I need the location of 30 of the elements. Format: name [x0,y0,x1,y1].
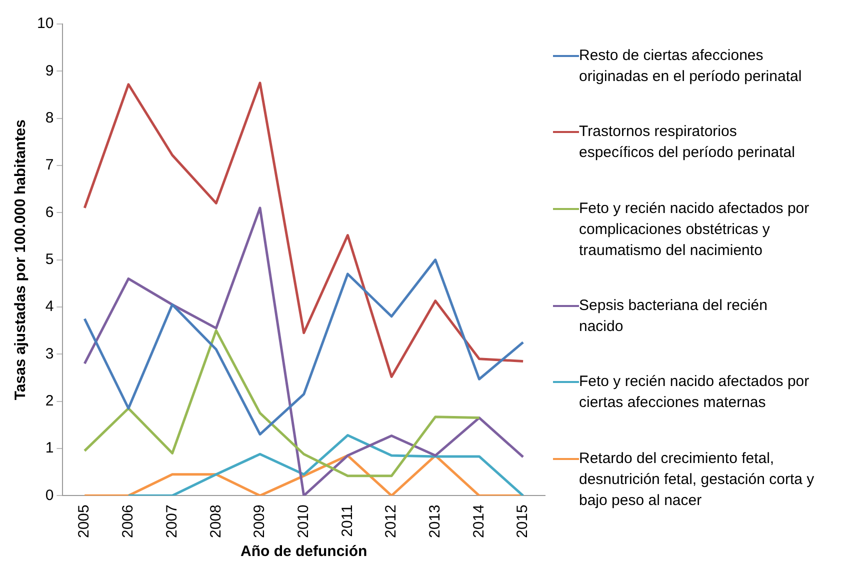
x-tick-label: 2006 [120,504,137,538]
y-tick-label: 0 [45,486,54,504]
x-tick-label: 2011 [338,504,356,537]
y-tick-label: 5 [45,250,54,268]
legend-label: Retardo del crecimiento fetal, desnutrición fetal, gestación corta y bajo peso al nacer [579,448,815,511]
y-tick-label: 10 [36,15,54,32]
legend-label: Resto de ciertas afecciones originadas en el período perinatal [579,46,803,88]
x-tick-label: 2008 [207,504,224,538]
x-tick-label: 2012 [382,504,400,538]
x-tick-label: 2009 [251,504,268,538]
legend-label: Feto y recién nacido afectados por complicaciones obstétricas y traumatismo del nacimiento [579,198,810,261]
x-tick-label: 2010 [294,504,312,538]
legend-label: Sepsis bacteriana del recién nacido [579,296,768,338]
y-tick-label: 8 [45,109,54,126]
x-axis-title: Año de defunción [240,543,368,560]
legend-label: Feto y recién nacido afectados por ciertas afecciones maternas [579,372,810,414]
y-tick-label: 4 [45,298,54,316]
x-tick-label: 2007 [163,504,180,538]
y-axis-title: Tasas ajustadas por 100.000 habitantes [12,119,30,400]
y-tick-label: 1 [45,440,54,457]
y-tick-label: 7 [45,156,54,174]
x-tick-label: 2005 [76,504,93,538]
y-tick-label: 9 [45,62,54,80]
x-tick-label: 2015 [514,504,532,538]
x-tick-label: 2014 [470,504,488,538]
legend-label: Trastornos respiratorios específicos del período perinatal [579,122,796,164]
y-tick-label: 6 [45,204,54,221]
x-tick-label: 2013 [426,504,444,538]
y-tick-label: 2 [45,392,54,410]
y-tick-label: 3 [45,345,54,362]
